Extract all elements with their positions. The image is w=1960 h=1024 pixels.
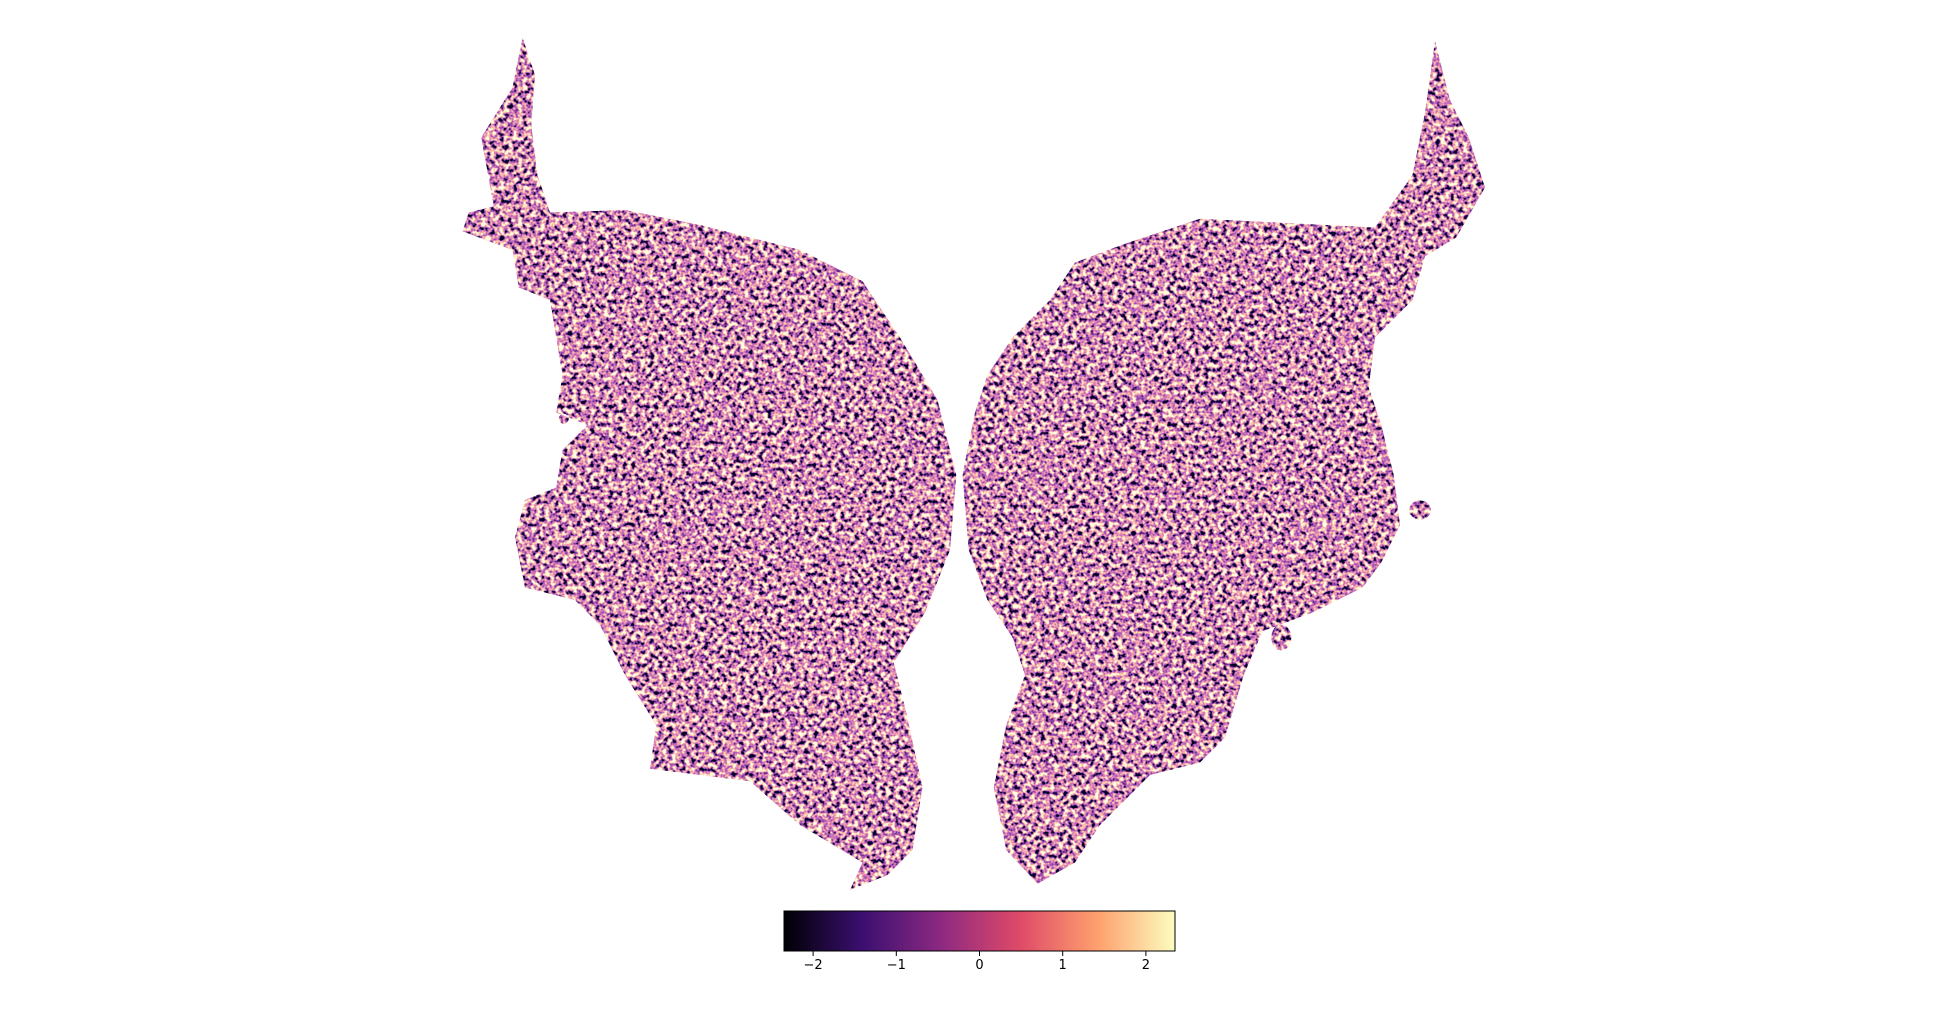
colorbar: −2 −1 0 1 2 xyxy=(783,910,1176,973)
tick-label: 0 xyxy=(975,958,983,973)
flatmap xyxy=(462,37,1485,890)
tick-label: −1 xyxy=(887,958,906,973)
surface-data xyxy=(462,37,1485,890)
tick-label: 1 xyxy=(1059,958,1067,973)
colorbar-gradient xyxy=(783,910,1176,952)
tick-label: 2 xyxy=(1142,958,1150,973)
tick-label: −2 xyxy=(804,958,823,973)
